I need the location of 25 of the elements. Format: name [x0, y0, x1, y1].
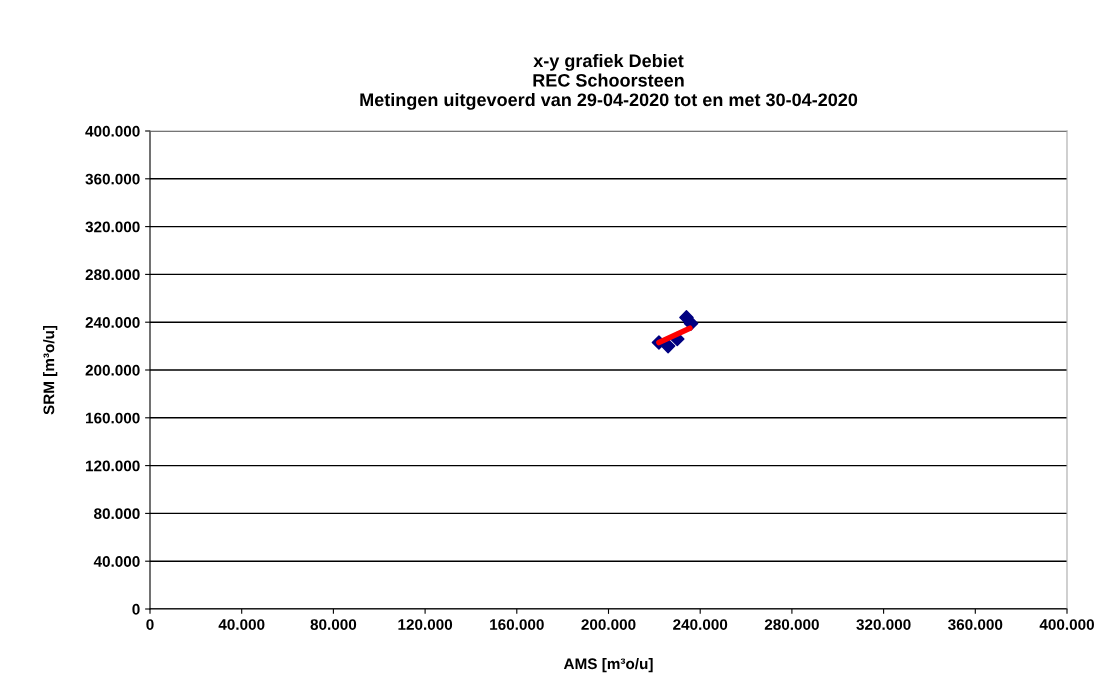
x-tick-label: 280.000 — [764, 619, 819, 630]
x-tick-label: 320.000 — [856, 619, 911, 630]
x-axis-title: AMS [m³o/u] — [563, 657, 653, 673]
x-tick-label: 200.000 — [581, 619, 636, 630]
x-tick-label: 360.000 — [948, 619, 1003, 630]
y-tick-label: 0 — [132, 603, 140, 615]
x-tick-label: 40.000 — [218, 619, 265, 630]
y-tick-label: 240.000 — [85, 317, 140, 328]
y-tick-label: 200.000 — [85, 364, 140, 376]
x-tick-label: 160.000 — [490, 619, 544, 630]
y-tick-label: 80.000 — [94, 508, 140, 520]
y-tick-label: 160.000 — [86, 412, 140, 424]
chart-title: x-y grafiek Debiet REC Schoorsteen Metingen uitgevoerd van 29-04-2020 tot en met 30-04-2020 — [360, 53, 858, 110]
y-tick-label: 320.000 — [85, 221, 140, 233]
x-tick-label: 120.000 — [398, 619, 453, 630]
y-tick-label: 40.000 — [93, 556, 140, 567]
x-tick-label: 80.000 — [310, 619, 357, 630]
x-tick-label: 0 — [146, 619, 154, 630]
y-tick-label: 360.000 — [85, 173, 140, 185]
y-tick-label: 400.000 — [85, 125, 140, 137]
x-tick-label: 240.000 — [673, 619, 728, 630]
x-tick-label: 400.000 — [1039, 619, 1094, 630]
y-tick-label: 120.000 — [86, 460, 140, 472]
y-axis-title: SRM [m³o/u] — [43, 325, 58, 415]
y-tick-label: 280.000 — [85, 269, 140, 281]
